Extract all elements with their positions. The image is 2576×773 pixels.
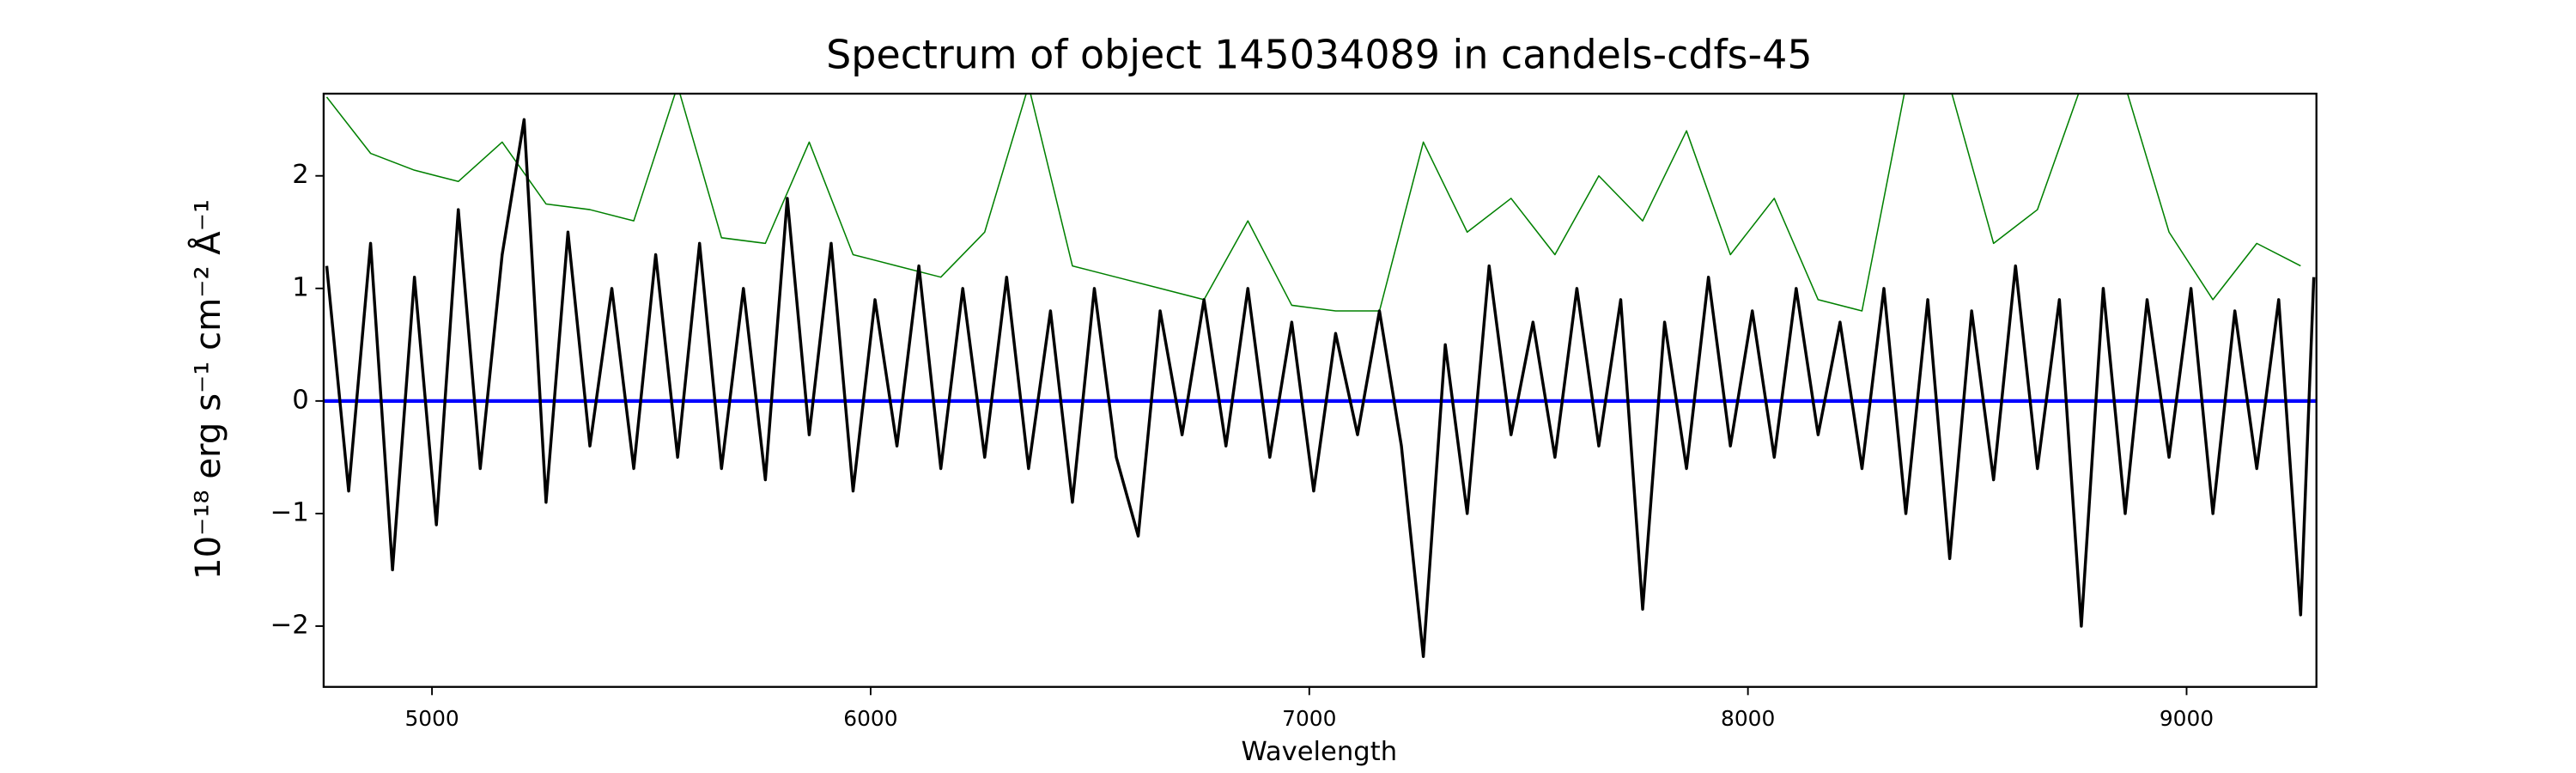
chart-title: Spectrum of object 145034089 in candels-… [826, 31, 1812, 77]
y-tick-label: 1 [292, 272, 308, 302]
x-tick-label: 9000 [2160, 706, 2214, 731]
spectrum-line [325, 94, 2301, 312]
y-tick-label: −2 [270, 610, 309, 640]
x-axis-label: Wavelength [1242, 737, 1398, 767]
x-tick-label: 6000 [843, 706, 897, 731]
y-tick-label: −1 [270, 497, 309, 527]
x-tick-label: 8000 [1721, 706, 1775, 731]
y-axis-label: 10⁻¹⁸ erg s⁻¹ cm⁻² Å⁻¹ [187, 199, 228, 580]
y-tick-label: 2 [292, 160, 308, 190]
plot-area [323, 94, 2317, 659]
plot-frame [322, 92, 2318, 688]
x-tick-label: 7000 [1282, 706, 1336, 731]
spectrum-line [325, 118, 2316, 659]
y-tick-label: 0 [292, 385, 308, 415]
x-tick-label: 5000 [404, 706, 459, 731]
